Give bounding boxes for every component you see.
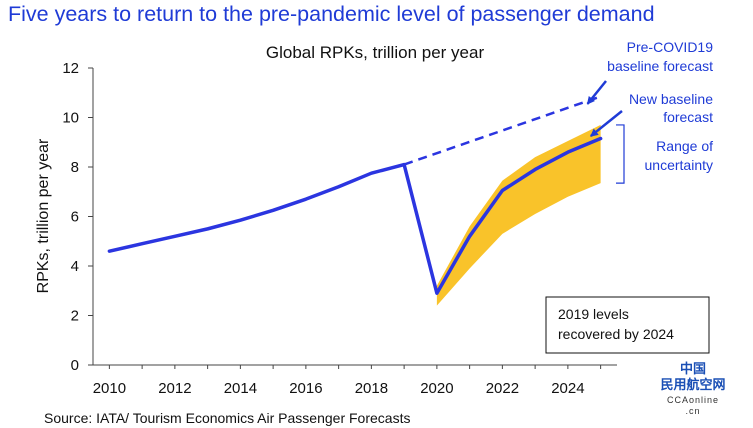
x-tick-label: 2018	[355, 380, 388, 397]
annotation-range-line-2: uncertainty	[645, 157, 713, 173]
y-tick-label: 2	[71, 308, 79, 325]
y-tick-label: 8	[71, 159, 79, 176]
watermark-logo: 中国 民用航空网 CCAonline .cn	[660, 361, 725, 416]
uncertainty-bracket	[616, 124, 625, 184]
axes: 0 2 4 6 8 10 12 2010 2012 2014 2016 2018 2020 2022 202…	[62, 60, 617, 397]
y-tick-label: 6	[71, 209, 79, 226]
watermark-line-4: .cn	[685, 406, 700, 416]
x-tick-label: 2014	[224, 380, 257, 397]
recovery-box-frame	[545, 296, 710, 354]
annotation-pre-covid-line-1: Pre-COVID19	[627, 39, 714, 55]
headline: Five years to return to the pre-pandemic…	[8, 2, 655, 26]
x-tick-label: 2010	[93, 380, 126, 397]
annotation-pre-covid-arrow	[586, 80, 607, 105]
source-note: Source: IATA/ Tourism Economics Air Pass…	[44, 410, 410, 426]
y-axis-label: RPKs, trillion per year	[35, 138, 52, 293]
y-tick-label: 10	[62, 110, 79, 127]
watermark-line-1: 中国	[680, 361, 706, 376]
y-tick-label: 0	[71, 357, 79, 374]
annotation-range-line-1: Range of	[656, 138, 713, 154]
recovery-box-line-2: recovered by 2024	[558, 326, 674, 342]
series-layer	[107, 95, 603, 295]
y-tick-label: 12	[62, 60, 79, 77]
pre-covid-forecast-line	[403, 95, 602, 166]
x-tick-label: 2012	[158, 380, 191, 397]
chart-title: Global RPKs, trillion per year	[266, 43, 485, 62]
rpk-new-baseline-line	[107, 136, 603, 295]
watermark-line-3: CCAonline	[667, 395, 719, 405]
recovery-box-line-1: 2019 levels	[558, 306, 629, 322]
annotation-pre-covid-line-2: baseline forecast	[607, 58, 713, 74]
uncertainty-band	[436, 124, 601, 306]
x-tick-label: 2022	[486, 380, 519, 397]
x-tick-label: 2020	[420, 380, 453, 397]
annotation-new-baseline-arrow	[590, 110, 623, 138]
uncertainty-band-layer	[436, 124, 601, 306]
annotation-new-baseline-line-1: New baseline	[629, 91, 713, 107]
x-tick-label: 2016	[289, 380, 322, 397]
recovery-box: 2019 levels recovered by 2024	[545, 296, 710, 354]
x-tick-label: 2024	[551, 380, 584, 397]
watermark-line-2: 民用航空网	[660, 377, 725, 392]
y-tick-label: 4	[71, 258, 79, 275]
annotations: Pre-COVID19 baseline forecast New baseline…	[586, 39, 714, 184]
annotation-new-baseline-line-2: forecast	[663, 109, 713, 125]
